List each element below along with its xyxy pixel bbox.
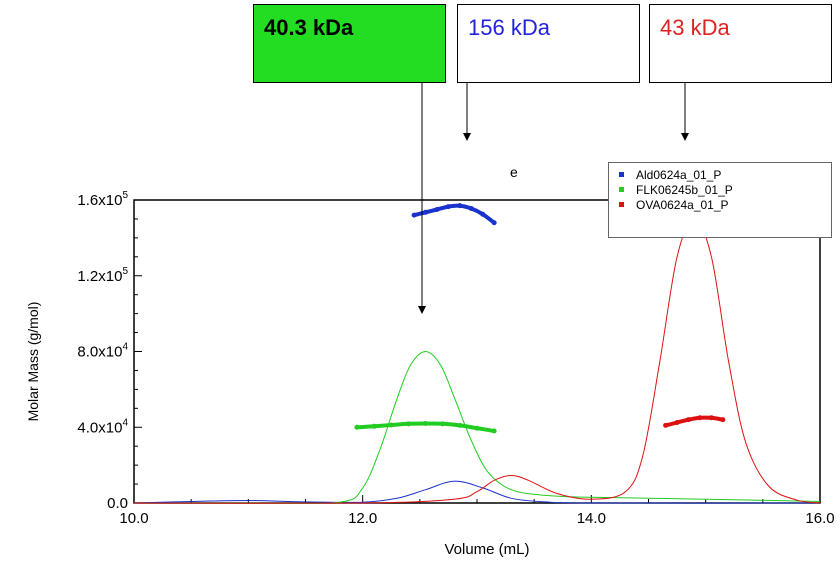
- x-tick-label: 10.0: [119, 510, 148, 527]
- molar-mass-point-ova: [674, 420, 680, 426]
- x-axis-title: Volume (mL): [444, 541, 529, 558]
- trace-line-flk: [133, 350, 821, 504]
- legend-swatch-ova: [619, 202, 624, 208]
- molar-mass-point-ald: [457, 203, 463, 209]
- molar-mass-point-flk: [388, 422, 394, 428]
- callout-156-kda: 156 kDa: [457, 4, 640, 83]
- arrow-43-kda-head: [681, 133, 689, 141]
- y-tick-label: 1.2x105: [77, 266, 128, 285]
- molar-mass-point-ova: [697, 415, 703, 421]
- molar-mass-point-ald: [434, 206, 440, 212]
- legend-swatch-ald: [619, 172, 624, 178]
- molar-mass-point-flk: [371, 423, 377, 429]
- legend: Ald0624a_01_P FLK06245b_01_P OVA0624a_01…: [608, 162, 832, 238]
- molar-mass-point-ova: [663, 422, 669, 428]
- molar-mass-point-flk: [457, 422, 463, 428]
- molar-mass-point-ald: [468, 206, 474, 212]
- legend-item-ald: Ald0624a_01_P: [619, 167, 722, 182]
- callout-40-kda: 40.3 kDa: [253, 4, 446, 83]
- y-axis-title: Molar Mass (g/mol): [25, 302, 41, 422]
- molar-mass-point-ald: [491, 220, 497, 226]
- molar-mass-point-flk: [491, 428, 497, 434]
- legend-item-flk: FLK06245b_01_P: [619, 182, 733, 197]
- molar-mass-point-ald: [411, 212, 417, 218]
- molar-mass-point-ald: [445, 204, 451, 210]
- plot-frame: [133, 199, 821, 504]
- molar-mass-point-flk: [423, 420, 429, 426]
- molar-mass-point-ova: [708, 415, 714, 421]
- molar-mass-point-ald: [480, 211, 486, 217]
- callout-40-kda-label: 40.3 kDa: [264, 15, 354, 40]
- legend-label-ova: OVA0624a_01_P: [636, 197, 729, 212]
- legend-swatch-flk: [619, 187, 624, 193]
- y-tick-label: 1.6x105: [77, 190, 128, 209]
- arrow-40-kda-head: [418, 306, 426, 314]
- molar-mass-point-ald: [423, 209, 429, 215]
- x-tick-label: 16.0: [805, 510, 834, 527]
- molar-mass-line-ova: [663, 415, 725, 428]
- molar-mass-point-flk: [354, 424, 360, 430]
- trace-line-ova: [133, 218, 821, 504]
- stray-text: e: [510, 164, 518, 180]
- arrow-156-kda-head: [463, 133, 471, 141]
- callout-43-kda-label: 43 kDa: [660, 15, 730, 40]
- callout-156-kda-label: 156 kDa: [468, 15, 550, 40]
- legend-item-ova: OVA0624a_01_P: [619, 197, 729, 212]
- y-tick-label: 4.0x104: [77, 417, 128, 436]
- molar-mass-point-flk: [440, 421, 446, 427]
- molar-mass-point-ova: [720, 417, 726, 423]
- y-tick-label: 0.0: [107, 495, 128, 512]
- trace-line-ald: [133, 480, 821, 504]
- x-tick-label: 12.0: [348, 510, 377, 527]
- x-tick-label: 14.0: [577, 510, 606, 527]
- legend-label-ald: Ald0624a_01_P: [636, 167, 722, 182]
- callout-43-kda: 43 kDa: [649, 4, 832, 83]
- molar-mass-point-flk: [405, 421, 411, 427]
- legend-label-flk: FLK06245b_01_P: [636, 182, 733, 197]
- molar-mass-point-flk: [474, 425, 480, 431]
- y-tick-label: 8.0x104: [77, 342, 128, 361]
- molar-mass-point-ova: [686, 417, 692, 423]
